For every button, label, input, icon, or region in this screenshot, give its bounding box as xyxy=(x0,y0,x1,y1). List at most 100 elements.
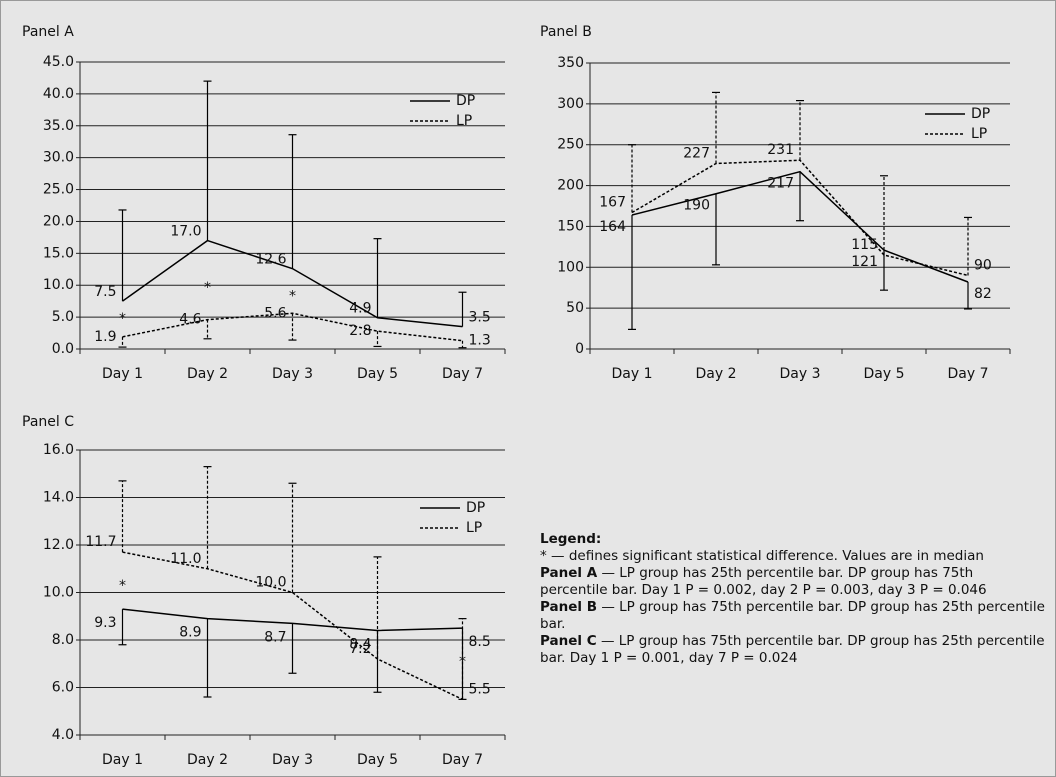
value-label: 8.5 xyxy=(469,634,491,650)
note-text: — LP group has 25th percentile bar. DP g… xyxy=(540,565,987,598)
note-label: Panel C xyxy=(540,633,597,649)
annotation: * xyxy=(289,289,296,305)
x-tick-label: Day 7 xyxy=(442,752,483,768)
series-line xyxy=(631,159,969,277)
x-tick-label: Day 5 xyxy=(357,366,398,382)
annotation: * xyxy=(459,654,466,670)
panel-title: Panel A xyxy=(22,24,74,40)
x-tick-label: Day 2 xyxy=(187,752,228,768)
note-label: Panel A xyxy=(540,565,598,581)
value-label: 17.0 xyxy=(170,224,201,240)
x-tick-label: Day 2 xyxy=(695,366,736,382)
x-tick-label: Day 3 xyxy=(779,366,820,382)
y-tick-label: 40.0 xyxy=(43,86,74,102)
value-label: 217 xyxy=(767,176,794,192)
value-label: 231 xyxy=(767,142,794,158)
y-tick-label: 300 xyxy=(557,96,584,112)
legend-label: DP xyxy=(456,93,475,109)
series-line xyxy=(122,551,463,701)
value-label: 11.0 xyxy=(170,551,201,567)
annotation: * xyxy=(119,311,126,327)
value-label: 11.7 xyxy=(85,534,116,550)
y-tick-label: 150 xyxy=(557,218,584,234)
legend-label: LP xyxy=(466,520,482,536)
x-tick-label: Day 5 xyxy=(357,752,398,768)
value-label: 9.3 xyxy=(94,615,116,631)
x-tick-label: Day 2 xyxy=(187,366,228,382)
y-tick-label: 8.0 xyxy=(52,632,74,648)
panel-title: Panel C xyxy=(22,414,74,430)
y-tick-label: 0 xyxy=(575,341,584,357)
x-tick-label: Day 3 xyxy=(272,752,313,768)
series-line xyxy=(122,312,463,342)
x-tick-label: Day 7 xyxy=(947,366,988,382)
value-label: 1.3 xyxy=(469,333,491,349)
note-line: Panel A — LP group has 25th percentile b… xyxy=(540,565,1045,599)
series-line xyxy=(122,608,463,632)
note-text: — LP group has 75th percentile bar. DP g… xyxy=(540,599,1045,632)
legend-label: LP xyxy=(971,126,987,142)
annotation: * xyxy=(119,578,126,594)
value-label: 7.5 xyxy=(94,284,116,300)
value-label: 5.6 xyxy=(264,305,286,321)
x-tick-label: Day 1 xyxy=(102,752,143,768)
note-text: — LP group has 75th percentile bar. DP g… xyxy=(540,633,1045,666)
y-tick-label: 5.0 xyxy=(52,309,74,325)
y-tick-label: 10.0 xyxy=(43,277,74,293)
value-label: 227 xyxy=(683,146,710,162)
y-tick-label: 20.0 xyxy=(43,213,74,229)
y-tick-label: 0.0 xyxy=(52,341,74,357)
value-label: 4.6 xyxy=(179,312,201,328)
y-tick-label: 10.0 xyxy=(43,585,74,601)
value-label: 5.5 xyxy=(469,681,491,697)
note-line: Panel C — LP group has 75th percentile b… xyxy=(540,633,1045,667)
note-heading: Legend: xyxy=(540,531,602,547)
y-tick-label: 4.0 xyxy=(52,727,74,743)
legend-label: DP xyxy=(466,500,485,516)
y-tick-label: 250 xyxy=(557,137,584,153)
value-label: 3.5 xyxy=(469,310,491,326)
y-tick-label: 12.0 xyxy=(43,537,74,553)
value-label: 2.8 xyxy=(349,323,371,339)
x-tick-label: Day 5 xyxy=(863,366,904,382)
note-line: * — defines significant statistical diff… xyxy=(540,548,1045,565)
x-tick-label: Day 7 xyxy=(442,366,483,382)
y-tick-label: 100 xyxy=(557,259,584,275)
panel-title: Panel B xyxy=(540,24,592,40)
note-text: * — defines significant statistical diff… xyxy=(540,548,984,564)
annotation: * xyxy=(204,280,211,296)
value-label: 82 xyxy=(974,286,992,302)
y-tick-label: 16.0 xyxy=(43,442,74,458)
y-tick-label: 15.0 xyxy=(43,245,74,261)
value-label: 115 xyxy=(851,237,878,253)
y-tick-label: 50 xyxy=(566,300,584,316)
value-label: 164 xyxy=(599,219,626,235)
note-line: Panel B — LP group has 75th percentile b… xyxy=(540,599,1045,633)
y-tick-label: 45.0 xyxy=(43,54,74,70)
y-tick-label: 25.0 xyxy=(43,182,74,198)
legend-note: Legend: * — defines significant statisti… xyxy=(540,531,1045,667)
legend-label: DP xyxy=(971,106,990,122)
value-label: 7.2 xyxy=(349,641,371,657)
x-tick-label: Day 1 xyxy=(611,366,652,382)
value-label: 121 xyxy=(851,254,878,270)
x-tick-label: Day 1 xyxy=(102,366,143,382)
value-label: 8.9 xyxy=(179,625,201,641)
series-line xyxy=(122,239,463,328)
y-tick-label: 6.0 xyxy=(52,680,74,696)
value-label: 12.6 xyxy=(255,252,286,268)
value-label: 90 xyxy=(974,257,992,273)
series-line xyxy=(631,170,969,283)
value-label: 1.9 xyxy=(94,329,116,345)
y-tick-label: 14.0 xyxy=(43,490,74,506)
value-label: 10.0 xyxy=(255,575,286,591)
value-label: 4.9 xyxy=(349,301,371,317)
note-label: Panel B xyxy=(540,599,598,615)
y-tick-label: 35.0 xyxy=(43,118,74,134)
value-label: 167 xyxy=(599,195,626,211)
y-tick-label: 200 xyxy=(557,178,584,194)
value-label: 8.7 xyxy=(264,629,286,645)
